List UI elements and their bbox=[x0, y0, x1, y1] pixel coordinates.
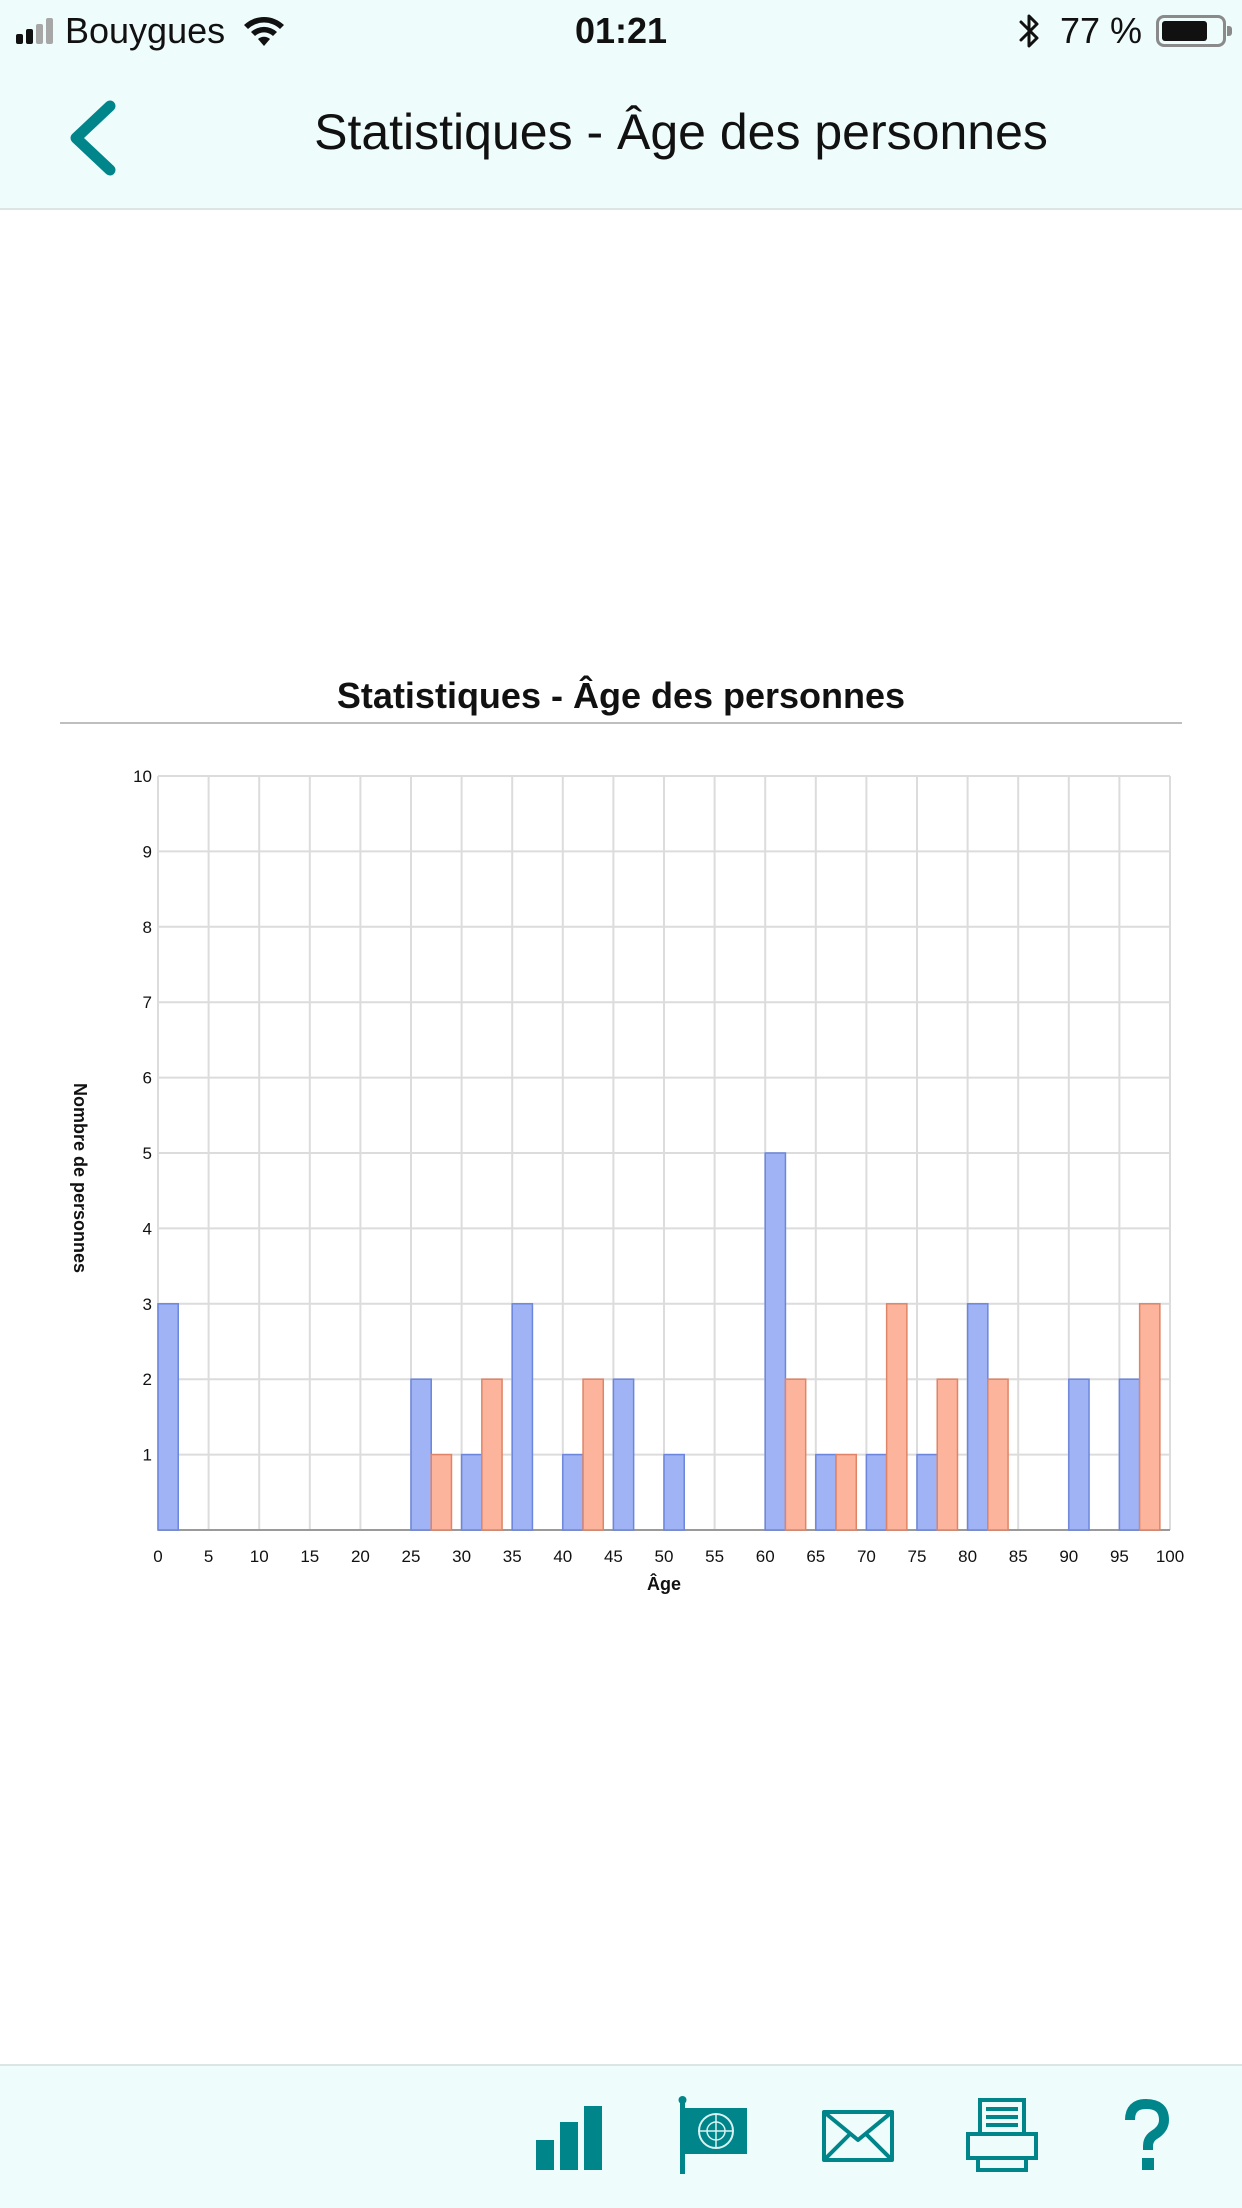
x-tick-label: 50 bbox=[655, 1547, 674, 1566]
print-button[interactable] bbox=[962, 2096, 1042, 2176]
bar bbox=[815, 1453, 837, 1531]
mail-icon bbox=[822, 2110, 894, 2162]
help-icon bbox=[1125, 2098, 1170, 2170]
y-tick-label: 10 bbox=[133, 767, 152, 786]
x-tick-label: 40 bbox=[553, 1547, 572, 1566]
bar bbox=[511, 1303, 534, 1531]
un-flag-button[interactable] bbox=[672, 2096, 752, 2176]
statistics-button[interactable] bbox=[530, 2096, 610, 2176]
y-tick-label: 6 bbox=[143, 1069, 152, 1088]
bar bbox=[157, 1303, 179, 1531]
bar bbox=[966, 1303, 989, 1531]
y-tick-label: 2 bbox=[143, 1370, 152, 1389]
bar bbox=[562, 1453, 584, 1531]
bar bbox=[663, 1453, 685, 1531]
x-tick-label: 85 bbox=[1009, 1547, 1028, 1566]
back-button[interactable] bbox=[60, 98, 130, 178]
bar-chart-icon bbox=[536, 2106, 602, 2170]
x-tick-label: 20 bbox=[351, 1547, 370, 1566]
y-tick-label: 3 bbox=[143, 1295, 152, 1314]
x-tick-label: 35 bbox=[503, 1547, 522, 1566]
bar bbox=[582, 1378, 605, 1531]
x-tick-label: 100 bbox=[1156, 1547, 1184, 1566]
y-tick-label: 5 bbox=[143, 1144, 152, 1163]
x-tick-label: 95 bbox=[1110, 1547, 1129, 1566]
x-tick-label: 75 bbox=[908, 1547, 927, 1566]
battery-icon bbox=[1156, 15, 1232, 47]
status-bar: Bouygues 01:21 77 % bbox=[0, 0, 1242, 62]
x-tick-label: 60 bbox=[756, 1547, 775, 1566]
y-tick-label: 8 bbox=[143, 918, 152, 937]
y-tick-label: 7 bbox=[143, 993, 152, 1012]
bar bbox=[835, 1453, 858, 1531]
x-axis-label: Âge bbox=[647, 1573, 681, 1594]
bar bbox=[1138, 1303, 1161, 1531]
page-title: Statistiques - Âge des personnes bbox=[314, 104, 1048, 160]
y-axis-label: Nombre de personnes bbox=[70, 1083, 90, 1273]
email-button[interactable] bbox=[818, 2096, 898, 2176]
bottom-toolbar bbox=[0, 2064, 1242, 2208]
bar bbox=[1118, 1378, 1141, 1531]
chart-title-divider bbox=[60, 722, 1182, 724]
y-tick-label: 9 bbox=[143, 842, 152, 861]
printer-icon bbox=[966, 2098, 1038, 2172]
y-tick-label: 1 bbox=[143, 1446, 152, 1465]
battery-level bbox=[1162, 21, 1207, 41]
bar bbox=[1068, 1378, 1090, 1531]
x-tick-label: 0 bbox=[153, 1547, 162, 1566]
bar bbox=[885, 1303, 908, 1531]
un-flag-icon bbox=[678, 2096, 747, 2174]
x-tick-label: 65 bbox=[806, 1547, 825, 1566]
y-tick-label: 4 bbox=[143, 1219, 152, 1238]
x-tick-label: 80 bbox=[958, 1547, 977, 1566]
bar bbox=[987, 1378, 1009, 1531]
x-tick-label: 70 bbox=[857, 1547, 876, 1566]
wifi-icon bbox=[244, 17, 285, 46]
x-tick-label: 90 bbox=[1059, 1547, 1078, 1566]
battery-percentage: 77 % bbox=[1059, 10, 1142, 51]
bar bbox=[481, 1378, 503, 1531]
bar bbox=[430, 1453, 453, 1531]
help-button[interactable] bbox=[1106, 2096, 1186, 2176]
x-tick-label: 15 bbox=[300, 1547, 319, 1566]
bar bbox=[410, 1378, 432, 1531]
x-tick-label: 25 bbox=[402, 1547, 421, 1566]
status-right: 77 % bbox=[1018, 8, 1232, 54]
bar bbox=[916, 1453, 938, 1531]
cellular-signal-icon bbox=[16, 18, 53, 44]
status-time: 01:21 bbox=[574, 10, 668, 51]
chevron-left-icon bbox=[70, 100, 116, 176]
navigation-bar: Statistiques - Âge des personnes bbox=[0, 62, 1242, 210]
bluetooth-icon bbox=[1019, 14, 1039, 48]
bar bbox=[865, 1453, 888, 1531]
x-tick-label: 10 bbox=[250, 1547, 269, 1566]
bar bbox=[460, 1453, 483, 1531]
bar bbox=[612, 1378, 635, 1531]
bar bbox=[936, 1378, 959, 1531]
carrier-name: Bouygues bbox=[65, 10, 226, 51]
x-tick-label: 45 bbox=[604, 1547, 623, 1566]
chart-title: Statistiques - Âge des personnes bbox=[336, 675, 906, 716]
x-tick-label: 30 bbox=[452, 1547, 471, 1566]
x-tick-label: 55 bbox=[705, 1547, 724, 1566]
x-tick-label: 5 bbox=[204, 1547, 213, 1566]
bar bbox=[764, 1152, 787, 1531]
status-left: Bouygues bbox=[16, 8, 287, 54]
bar bbox=[784, 1378, 807, 1531]
